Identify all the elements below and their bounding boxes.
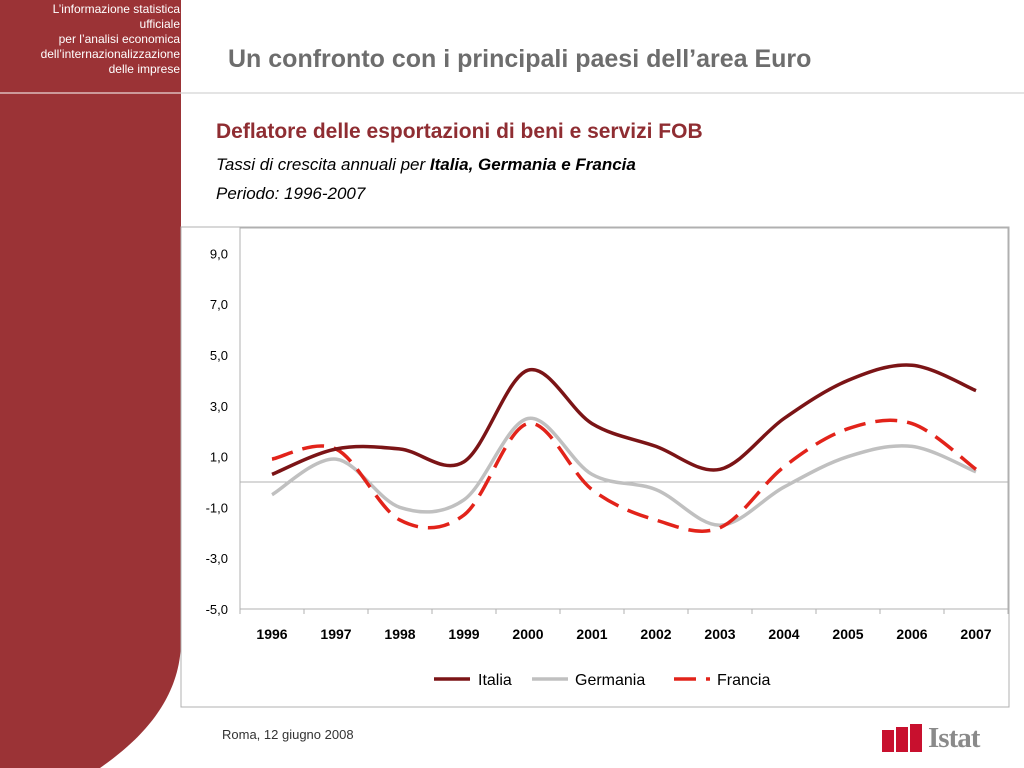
x-tick-label: 1999 [448,626,479,642]
x-tick-label: 2005 [832,626,863,642]
series-lines [271,363,978,533]
sidebar-tagline: L’informazione statistica ufficiale per … [0,2,180,77]
chart-subtitle-prefix: Tassi di crescita annuali per [216,155,430,174]
sidebar-line: delle imprese [108,62,180,76]
x-tick-label: 1997 [320,626,351,642]
x-tick-label: 2002 [640,626,671,642]
x-tick-label: 2000 [512,626,543,642]
y-tick-label: 1,0 [210,450,228,465]
chart-period: Periodo: 1996-2007 [216,184,366,203]
legend-label-germania: Germania [575,672,645,689]
y-tick-label: 9,0 [210,246,228,261]
series-line-italia [271,363,977,477]
y-tick-label: -3,0 [206,551,228,566]
footer-date: Roma, 12 giugno 2008 [222,727,354,742]
x-tick-label: 2003 [704,626,735,642]
x-tick-label: 1996 [256,626,287,642]
logo-block [910,724,922,752]
legend-label-francia: Francia [717,672,770,689]
x-tick-label: 2006 [896,626,927,642]
series-line-francia [271,418,978,533]
sidebar-line: per l’analisi economica [58,32,180,46]
chart-subtitle: Tassi di crescita annuali per Italia, Ge… [216,155,636,175]
istat-logo-mark [882,724,922,752]
page-title: Un confronto con i principali paesi dell… [228,45,812,73]
logo-block [882,730,894,752]
chart-subtitle-countries: Italia, Germania e Francia [429,155,636,174]
logo-block [896,727,908,752]
chart-frame [180,226,1010,708]
legend: Italia Germania Francia [434,672,770,689]
chart-title: Deflatore delle esportazioni di beni e s… [216,120,703,143]
sidebar-line: ufficiale [139,17,180,31]
x-axis: 1996 1997 1998 1999 2000 2001 2002 2003 2004 2005… [239,609,1009,642]
x-tick-label: 2001 [576,626,607,642]
y-tick-label: 5,0 [210,348,228,363]
legend-label-italia: Italia [478,672,512,689]
sidebar-shape [0,0,181,768]
y-tick-label: 3,0 [210,399,228,414]
x-tick-label: 1998 [384,626,415,642]
plot-area [239,227,1009,610]
y-tick-label: -1,0 [206,500,228,515]
sidebar-line: dell’internazionalizzazione [40,47,180,61]
series-line-germania [271,416,977,527]
istat-logo-text: Istat [928,722,980,754]
x-tick-label: 2004 [768,626,799,642]
y-tick-label: -5,0 [206,602,228,617]
sidebar-line: L’informazione statistica [52,2,180,16]
y-tick-label: 7,0 [210,297,228,312]
x-tick-label: 2007 [960,626,991,642]
